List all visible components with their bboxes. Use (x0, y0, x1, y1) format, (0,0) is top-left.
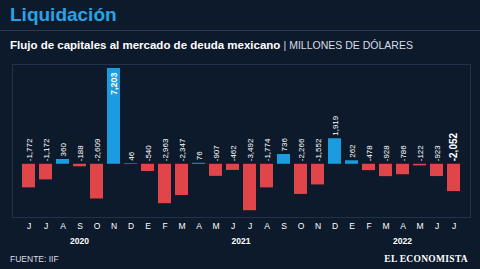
svg-text:2022: 2022 (393, 236, 412, 246)
svg-text:-2,963: -2,963 (161, 138, 170, 161)
svg-text:-2,266: -2,266 (297, 138, 306, 161)
svg-text:-2,609: -2,609 (93, 138, 102, 161)
svg-text:-3,492: -3,492 (246, 138, 255, 161)
svg-text:J: J (435, 221, 439, 231)
svg-text:A: A (400, 221, 406, 231)
svg-text:A: A (60, 221, 66, 231)
svg-text:M: M (382, 221, 389, 231)
svg-text:M: M (212, 221, 219, 231)
svg-text:S: S (77, 221, 83, 231)
svg-text:2020: 2020 (70, 236, 89, 246)
svg-text:1,919: 1,919 (331, 115, 340, 136)
svg-text:-462: -462 (229, 145, 238, 162)
svg-text:D: D (128, 221, 134, 231)
svg-text:-1,552: -1,552 (314, 138, 323, 161)
svg-text:7,203: 7,203 (109, 72, 119, 95)
svg-text:-923: -923 (433, 145, 442, 162)
svg-text:A: A (264, 221, 270, 231)
html-text:EL ECONOMISTA: EL ECONOMISTA (384, 254, 468, 264)
svg-text:2021: 2021 (232, 236, 251, 246)
svg-text:-540: -540 (144, 145, 153, 162)
svg-text:-122: -122 (416, 145, 425, 162)
svg-text:M: M (178, 221, 185, 231)
svg-text:-188: -188 (76, 145, 85, 162)
svg-text:-2,052: -2,052 (448, 132, 459, 161)
svg-text:-928: -928 (382, 145, 391, 162)
svg-text:N: N (315, 221, 321, 231)
svg-text:76: 76 (195, 151, 204, 160)
svg-text:-786: -786 (399, 145, 408, 162)
svg-text:360: 360 (59, 143, 68, 157)
svg-text:-478: -478 (365, 145, 374, 162)
html-text:Flujo de capitales al mercado: Flujo de capitales al mercado de deuda m… (10, 39, 413, 51)
svg-text:-1,774: -1,774 (263, 138, 272, 161)
svg-text:M: M (416, 221, 423, 231)
svg-text:-1,172: -1,172 (42, 138, 51, 161)
svg-text:-2,347: -2,347 (178, 138, 187, 161)
svg-text:262: 262 (348, 144, 357, 158)
svg-text:E: E (145, 221, 151, 231)
svg-text:O: O (298, 221, 305, 231)
svg-text:J: J (231, 221, 235, 231)
html-text:FUENTE: IIF: FUENTE: IIF (10, 254, 59, 264)
svg-text:J: J (452, 221, 456, 231)
svg-text:736: 736 (280, 138, 289, 152)
svg-text:J: J (248, 221, 252, 231)
svg-text:F: F (366, 221, 371, 231)
svg-text:J: J (27, 221, 31, 231)
svg-text:46: 46 (127, 151, 136, 160)
svg-text:E: E (349, 221, 355, 231)
svg-text:N: N (111, 221, 117, 231)
svg-text:A: A (196, 221, 202, 231)
svg-text:F: F (162, 221, 167, 231)
svg-text:O: O (94, 221, 101, 231)
svg-text:D: D (332, 221, 338, 231)
svg-text:-907: -907 (212, 145, 221, 162)
html-text:Liquidación: Liquidación (10, 4, 117, 25)
svg-text:J: J (44, 221, 48, 231)
svg-text:S: S (281, 221, 287, 231)
svg-text:-1,772: -1,772 (25, 138, 34, 161)
